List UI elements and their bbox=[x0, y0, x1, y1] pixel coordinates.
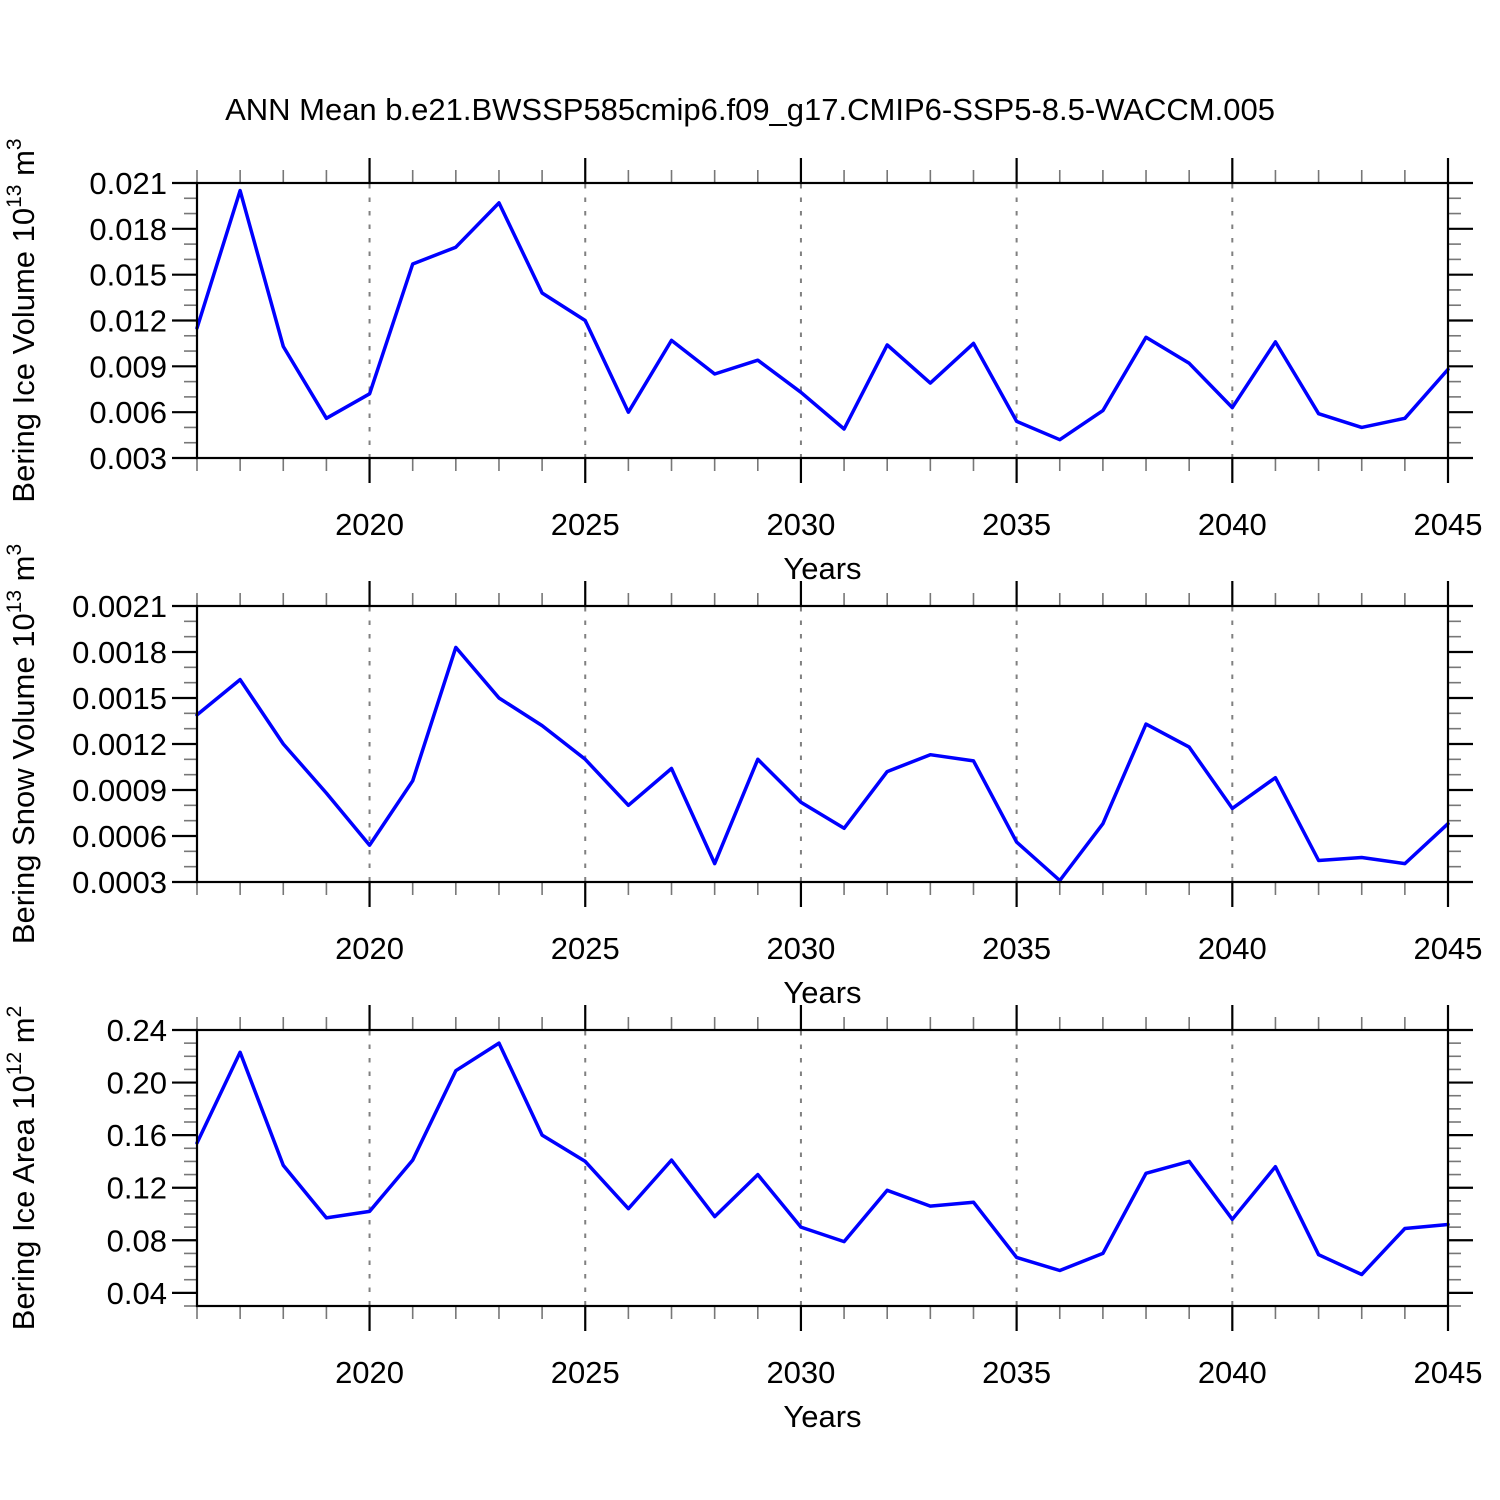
y-axis-title: Bering Ice Volume 1013 m3 bbox=[3, 138, 41, 502]
x-tick-label: 2025 bbox=[551, 931, 620, 966]
x-axis-title: Years bbox=[783, 1399, 861, 1434]
y-tick-label: 0.12 bbox=[107, 1171, 167, 1206]
y-tick-label: 0.16 bbox=[107, 1118, 167, 1153]
y-tick-label: 0.018 bbox=[89, 212, 167, 247]
figure-title: ANN Mean b.e21.BWSSP585cmip6.f09_g17.CMI… bbox=[225, 92, 1275, 127]
y-tick-label: 0.0003 bbox=[72, 865, 167, 900]
x-tick-label: 2020 bbox=[335, 1355, 404, 1390]
y-tick-label: 0.0012 bbox=[72, 727, 167, 762]
x-tick-label: 2035 bbox=[982, 931, 1051, 966]
x-tick-label: 2045 bbox=[1414, 507, 1483, 542]
x-tick-label: 2030 bbox=[766, 1355, 835, 1390]
x-tick-label: 2030 bbox=[766, 507, 835, 542]
y-tick-label: 0.009 bbox=[89, 349, 167, 384]
y-axis-title: Bering Ice Area 1012 m2 bbox=[3, 1006, 41, 1331]
y-tick-label: 0.015 bbox=[89, 258, 167, 293]
y-tick-label: 0.006 bbox=[89, 395, 167, 430]
y-tick-label: 0.0021 bbox=[72, 589, 167, 624]
plot-3: 0.24 0.20 0.16 0.12 0.08 0.04 2020 2025 2030 2035… bbox=[3, 1005, 1482, 1434]
plot-border bbox=[195, 1028, 1450, 1308]
x-axis-title: Years bbox=[783, 975, 861, 1010]
x-tick-label: 2045 bbox=[1414, 1355, 1483, 1390]
data-line bbox=[195, 188, 1450, 442]
x-tick-label: 2045 bbox=[1414, 931, 1483, 966]
y-tick-label: 0.24 bbox=[107, 1013, 167, 1048]
x-tick-label: 2040 bbox=[1198, 931, 1267, 966]
x-tick-label: 2035 bbox=[982, 507, 1051, 542]
x-tick-label: 2020 bbox=[335, 507, 404, 542]
y-tick-label: 0.0015 bbox=[72, 681, 167, 716]
data-line bbox=[195, 645, 1450, 883]
y-axis-title: Bering Snow Volume 1013 m3 bbox=[3, 544, 41, 944]
plot-border bbox=[195, 181, 1450, 460]
y-tick-label: 0.0018 bbox=[72, 635, 167, 670]
x-tick-label: 2025 bbox=[551, 507, 620, 542]
y-tick-label: 0.0009 bbox=[72, 773, 167, 808]
x-axis-title: Years bbox=[783, 551, 861, 586]
plot-1: 0.021 0.018 0.015 0.012 0.009 0.006 0.003 2020 2… bbox=[3, 138, 1482, 586]
y-tick-label: 0.021 bbox=[89, 166, 167, 201]
y-tick-label: 0.20 bbox=[107, 1066, 167, 1101]
x-tick-label: 2040 bbox=[1198, 507, 1267, 542]
y-tick-label: 0.08 bbox=[107, 1223, 167, 1258]
x-tick-label: 2025 bbox=[551, 1355, 620, 1390]
x-tick-label: 2035 bbox=[982, 1355, 1051, 1390]
plot-2: 0.0021 0.0018 0.0015 0.0012 0.0009 0.0006 0.00… bbox=[3, 544, 1482, 1010]
y-tick-label: 0.012 bbox=[89, 304, 167, 339]
y-tick-label: 0.0006 bbox=[72, 819, 167, 854]
y-tick-label: 0.04 bbox=[107, 1276, 167, 1311]
x-tick-label: 2030 bbox=[766, 931, 835, 966]
x-tick-label: 2040 bbox=[1198, 1355, 1267, 1390]
y-tick-label: 0.003 bbox=[89, 441, 167, 476]
x-tick-label: 2020 bbox=[335, 931, 404, 966]
plot-border bbox=[195, 604, 1450, 884]
data-line bbox=[195, 1041, 1450, 1277]
